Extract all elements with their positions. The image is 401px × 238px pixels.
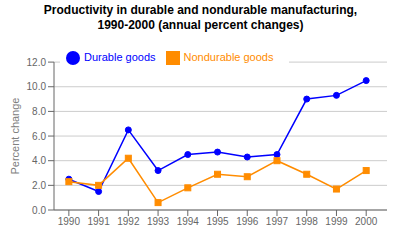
svg-text:1999: 1999 (325, 216, 348, 227)
svg-text:6.0: 6.0 (32, 131, 46, 142)
svg-text:1990: 1990 (58, 216, 81, 227)
svg-text:0.0: 0.0 (32, 205, 46, 216)
svg-text:2000: 2000 (355, 216, 378, 227)
svg-text:12.0: 12.0 (27, 57, 47, 68)
html-text:Nondurable goods: Nondurable goods (183, 51, 274, 63)
html-text:Durable goods: Durable goods (84, 51, 156, 63)
svg-text:Percent change: Percent change (9, 98, 21, 175)
svg-text:1996: 1996 (236, 216, 259, 227)
svg-text:1997: 1997 (266, 216, 289, 227)
svg-text:1998: 1998 (296, 216, 319, 227)
html-text:1990-2000 (annual percent chan: 1990-2000 (annual percent changes) (97, 18, 304, 32)
svg-text:4.0: 4.0 (32, 155, 46, 166)
svg-text:1993: 1993 (147, 216, 170, 227)
svg-text:1994: 1994 (177, 216, 200, 227)
svg-text:1991: 1991 (87, 216, 110, 227)
svg-text:10.0: 10.0 (27, 81, 47, 92)
svg-text:1995: 1995 (206, 216, 229, 227)
html-text:Productivity in durable and no: Productivity in durable and nondurable m… (43, 3, 358, 17)
svg-text:8.0: 8.0 (32, 106, 46, 117)
svg-text:1992: 1992 (117, 216, 140, 227)
svg-text:2.0: 2.0 (32, 180, 46, 191)
